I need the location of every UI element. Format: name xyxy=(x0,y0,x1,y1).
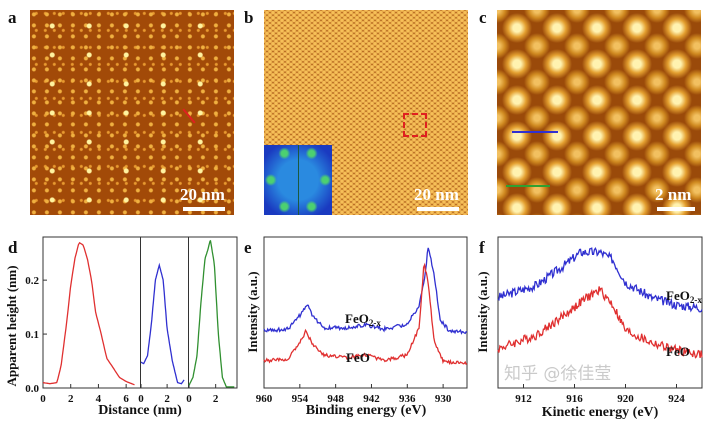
x-tick-label: 4 xyxy=(96,393,102,405)
axes-frame xyxy=(263,236,468,389)
fft-line xyxy=(298,145,299,215)
x-tick-label: 948 xyxy=(327,393,344,405)
x-tick-label: 2 xyxy=(68,393,74,405)
x-axis-label: Kinetic energy (eV) xyxy=(542,405,659,420)
stm-image-c: 2 nm xyxy=(497,10,701,215)
x-tick-label: 954 xyxy=(292,393,309,405)
x-tick-label: 912 xyxy=(515,393,532,405)
y-axis-label: Intensity (a.u.) xyxy=(245,271,260,352)
profile-line-2 xyxy=(188,239,235,388)
y-tick-label: 0.0 xyxy=(25,383,39,395)
x-axis-label: Binding energy (eV) xyxy=(306,403,427,418)
x-tick-label: 6 xyxy=(123,393,129,405)
scale-bar-label: 2 nm xyxy=(655,185,692,204)
profile-line-1 xyxy=(140,262,185,385)
blue-profile-line xyxy=(512,131,558,133)
x-tick-label: 960 xyxy=(256,393,273,405)
panel-label-d: d xyxy=(8,238,18,257)
x-tick-label: 0 xyxy=(40,393,46,405)
stm-image-a: 20 nm xyxy=(30,10,234,215)
x-tick-label: 936 xyxy=(399,393,416,405)
spectrum-line-0 xyxy=(497,247,703,313)
y-tick-label: 0.2 xyxy=(25,275,39,287)
panel-label-a: a xyxy=(8,8,17,27)
x-tick-label: 0 xyxy=(138,393,144,405)
x-tick-label: 924 xyxy=(668,393,685,405)
scale-bar xyxy=(417,207,459,211)
spectrum-line-1 xyxy=(497,286,703,359)
selection-box xyxy=(403,113,427,137)
watermark: 知乎 @徐佳莹 xyxy=(504,364,612,384)
axes-frame xyxy=(497,236,703,389)
y-tick-label: 0.1 xyxy=(25,329,39,341)
profile-line-0 xyxy=(42,241,135,386)
scale-bar xyxy=(657,207,695,211)
x-tick-label: 0 xyxy=(186,393,192,405)
green-profile-line xyxy=(506,185,550,187)
stm-image-b: 20 nm xyxy=(264,10,468,215)
x-tick-label: 2 xyxy=(213,393,219,405)
fft-inset xyxy=(264,145,332,215)
spectrum-line-1 xyxy=(263,262,468,366)
x-axis-label: Distance (nm) xyxy=(98,403,182,418)
scale-bar-label: 20 nm xyxy=(180,185,225,204)
x-tick-label: 916 xyxy=(566,393,583,405)
x-tick-label: 920 xyxy=(617,393,634,405)
x-tick-label: 930 xyxy=(435,393,452,405)
series-label: FeO xyxy=(346,350,370,365)
y-axis-label: Apparent height (nm) xyxy=(4,265,19,386)
panel-label-f: f xyxy=(479,238,485,257)
panel-label-e: e xyxy=(244,238,252,257)
series-label: FeO2-x xyxy=(666,288,702,305)
x-tick-label: 2 xyxy=(164,393,170,405)
series-label: FeO xyxy=(666,344,690,359)
series-label: FeO2-x xyxy=(345,311,381,328)
y-axis-label: Intensity (a.u.) xyxy=(475,271,490,352)
x-tick-label: 942 xyxy=(363,393,380,405)
spectrum-line-0 xyxy=(263,247,468,335)
scale-bar-label: 20 nm xyxy=(414,185,459,204)
scale-bar xyxy=(183,207,225,211)
panel-label-c: c xyxy=(479,8,487,27)
panel-label-b: b xyxy=(244,8,254,27)
